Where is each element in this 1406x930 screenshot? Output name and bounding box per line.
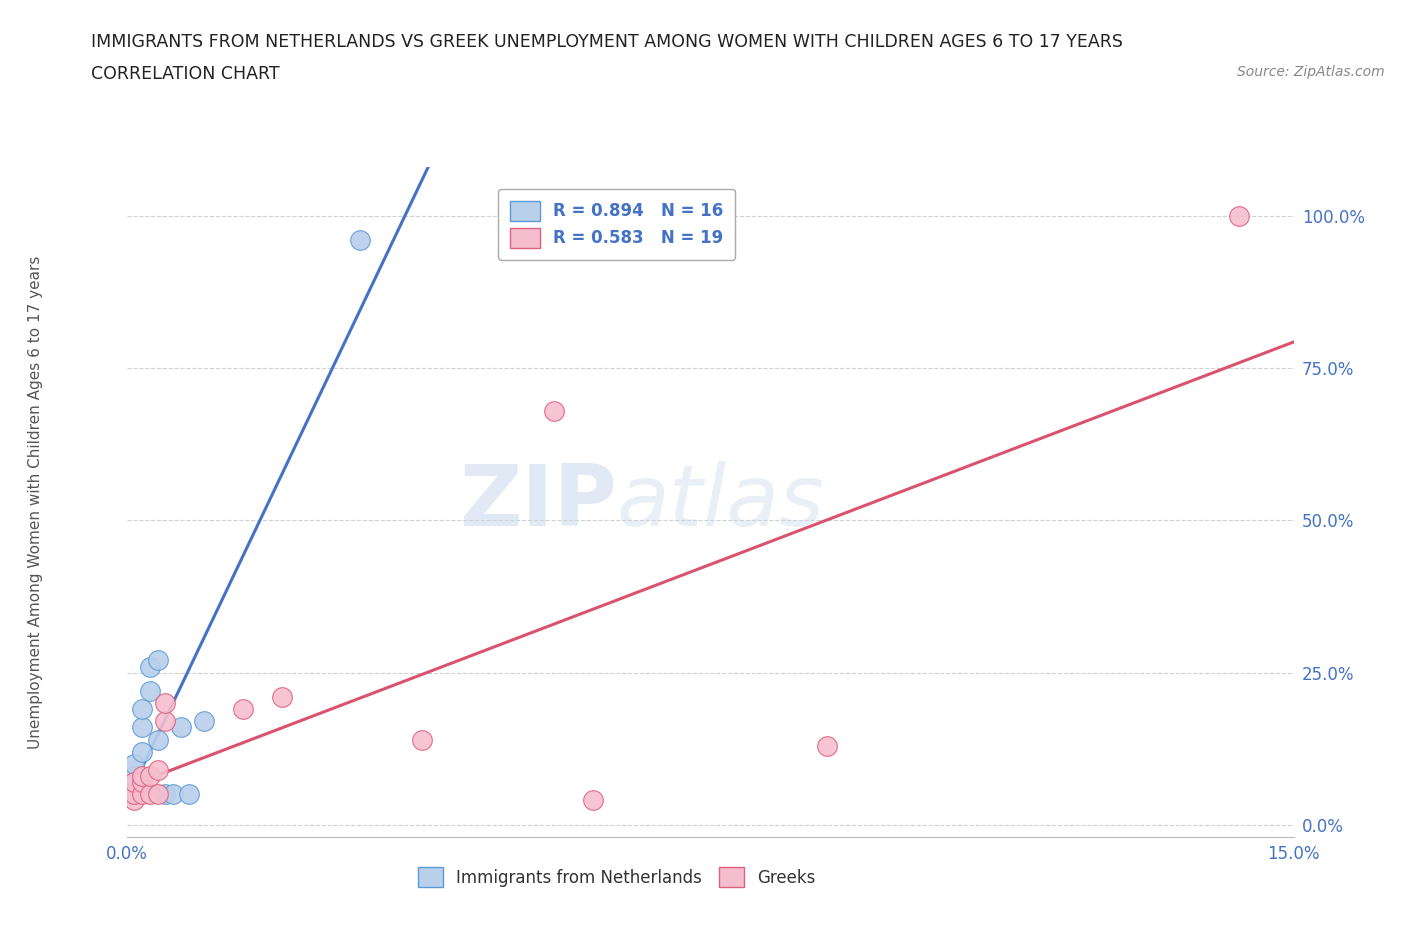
Point: [411, 732, 433, 747]
Point: [170, 720, 193, 735]
Point: [193, 714, 215, 729]
Point: [139, 684, 162, 698]
Point: [271, 689, 294, 704]
Point: [131, 702, 153, 717]
Point: [131, 787, 153, 802]
Text: Source: ZipAtlas.com: Source: ZipAtlas.com: [1237, 65, 1385, 79]
Text: Unemployment Among Women with Children Ages 6 to 17 years: Unemployment Among Women with Children A…: [28, 256, 42, 749]
Point: [131, 775, 153, 790]
Text: IMMIGRANTS FROM NETHERLANDS VS GREEK UNEMPLOYMENT AMONG WOMEN WITH CHILDREN AGES: IMMIGRANTS FROM NETHERLANDS VS GREEK UNE…: [91, 33, 1123, 50]
Point: [543, 404, 565, 418]
Text: CORRELATION CHART: CORRELATION CHART: [91, 65, 280, 83]
Point: [139, 787, 162, 802]
Point: [131, 769, 153, 784]
Point: [146, 653, 169, 668]
Point: [155, 714, 177, 729]
Point: [139, 769, 162, 784]
Point: [124, 756, 146, 771]
Point: [131, 720, 153, 735]
Point: [162, 787, 184, 802]
Text: atlas: atlas: [617, 460, 825, 544]
Point: [815, 738, 838, 753]
Point: [124, 787, 146, 802]
Point: [155, 787, 177, 802]
Point: [146, 763, 169, 777]
Legend: Immigrants from Netherlands, Greeks: Immigrants from Netherlands, Greeks: [409, 858, 824, 896]
Point: [155, 696, 177, 711]
Point: [146, 732, 169, 747]
Point: [124, 787, 146, 802]
Point: [582, 793, 605, 808]
Point: [232, 702, 254, 717]
Text: ZIP: ZIP: [458, 460, 617, 544]
Point: [1227, 208, 1250, 223]
Point: [124, 769, 146, 784]
Point: [146, 787, 169, 802]
Point: [124, 775, 146, 790]
Point: [139, 659, 162, 674]
Point: [131, 744, 153, 759]
Point: [177, 787, 200, 802]
Point: [124, 793, 146, 808]
Point: [349, 233, 371, 248]
